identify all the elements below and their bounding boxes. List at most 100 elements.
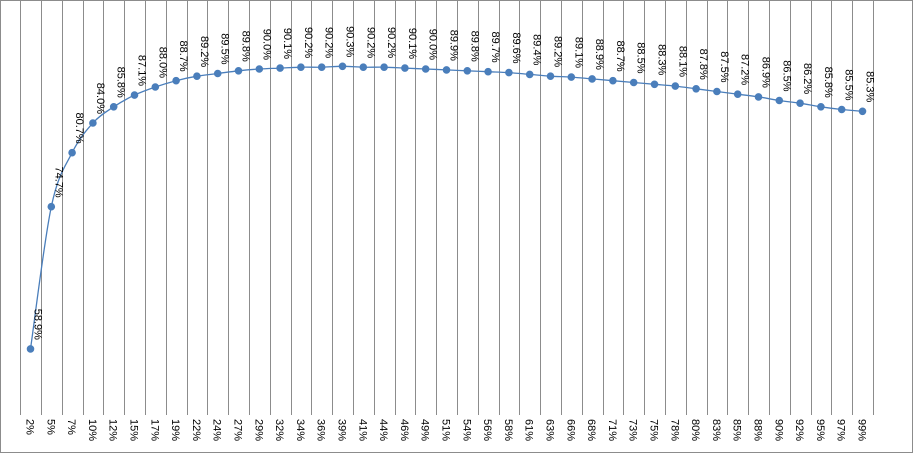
- x-tick-label: 22%: [190, 419, 202, 441]
- x-tick-label: 99%: [856, 419, 868, 441]
- data-point-marker: [338, 62, 347, 71]
- x-tick-label: 10%: [86, 419, 98, 441]
- data-point-marker: [317, 63, 326, 71]
- data-label: 58.9%: [32, 309, 44, 340]
- data-label: 88.7%: [177, 40, 189, 71]
- data-point-marker: [109, 103, 118, 111]
- x-tick-label: 80%: [689, 419, 701, 441]
- data-label: 88.5%: [635, 42, 647, 73]
- x-tick-label: 85%: [731, 419, 743, 441]
- data-label: 89.4%: [531, 34, 543, 65]
- data-label: 89.9%: [448, 30, 460, 61]
- x-tick-label: 51%: [440, 419, 452, 441]
- data-point-marker: [421, 65, 430, 73]
- data-label: 88.0%: [156, 47, 168, 78]
- x-tick-label: 44%: [377, 419, 389, 441]
- data-label: 89.5%: [219, 33, 231, 64]
- data-label: 89.6%: [510, 32, 522, 63]
- x-tick-label: 68%: [585, 419, 597, 441]
- x-tick-label: 39%: [336, 419, 348, 441]
- data-point-marker: [650, 80, 659, 89]
- x-tick-label: 36%: [315, 419, 327, 441]
- x-tick-label: 5%: [44, 419, 56, 435]
- data-point-marker: [754, 93, 763, 101]
- data-label: 85.5%: [843, 69, 855, 100]
- x-tick-label: 58%: [502, 419, 514, 441]
- data-point-marker: [172, 76, 180, 85]
- data-label: 85.8%: [115, 67, 127, 98]
- data-point-marker: [463, 67, 472, 75]
- data-point-marker: [213, 69, 222, 78]
- x-axis-tick-labels: 2% 5% 7% 10% 12% 15% 17% 19% 22% 24% 27% 29% 32% 34% 3…: [24, 419, 868, 441]
- data-point-marker: [484, 67, 492, 76]
- data-point-marker: [359, 63, 368, 71]
- data-label: 88.3%: [656, 44, 668, 75]
- x-tick-label: 7%: [65, 419, 77, 435]
- x-tick-label: 56%: [481, 419, 493, 441]
- data-point-marker: [817, 103, 825, 111]
- data-label: 90.2%: [385, 27, 397, 58]
- data-point-marker: [276, 64, 284, 72]
- data-point-marker: [546, 72, 555, 80]
- data-label: 86.9%: [760, 57, 772, 88]
- data-point-marker: [837, 105, 846, 114]
- data-point-marker: [297, 63, 305, 71]
- x-tick-label: 12%: [107, 419, 119, 441]
- data-label: 89.8%: [468, 31, 480, 62]
- data-point-marker: [525, 70, 534, 79]
- x-tick-label: 78%: [668, 419, 680, 441]
- data-label: 89.7%: [489, 31, 501, 62]
- data-point-marker: [442, 66, 451, 74]
- x-tick-label: 95%: [814, 419, 826, 441]
- data-point-marker: [380, 63, 388, 71]
- data-label: 80.7%: [73, 112, 85, 143]
- data-label: 87.5%: [718, 51, 730, 82]
- data-label: 85.3%: [864, 71, 876, 102]
- x-tick-label: 34%: [294, 419, 306, 441]
- data-label: 85.8%: [822, 67, 834, 98]
- data-label: 88.1%: [676, 46, 688, 77]
- data-point-marker: [89, 119, 97, 127]
- data-label: 87.2%: [739, 54, 751, 85]
- x-tick-label: 73%: [627, 419, 639, 441]
- x-tick-label: 2%: [24, 419, 36, 435]
- data-label: 88.7%: [614, 40, 626, 71]
- data-point-marker: [692, 85, 700, 93]
- data-point-marker: [588, 75, 596, 83]
- x-tick-label: 41%: [356, 419, 368, 441]
- data-point-marker: [775, 96, 784, 105]
- data-point-marker: [671, 82, 680, 90]
- data-point-marker: [151, 83, 160, 91]
- data-label: 90.2%: [302, 27, 314, 58]
- data-label: 87.8%: [697, 49, 709, 80]
- x-tick-label: 27%: [232, 419, 244, 441]
- x-tick-label: 49%: [419, 419, 431, 441]
- x-tick-label: 29%: [252, 419, 264, 441]
- x-tick-label: 15%: [128, 419, 140, 441]
- data-label: 89.8%: [240, 31, 252, 62]
- data-labels: 58.9% 74.7% 80.7% 84.0% 85.8% 87.1% 88.0% 88.7%…: [32, 26, 876, 340]
- x-tick-label: 92%: [793, 419, 805, 441]
- data-point-marker: [609, 76, 617, 85]
- data-point-marker: [629, 78, 638, 87]
- data-point-marker: [130, 91, 139, 99]
- series-line: [29, 65, 863, 349]
- data-point-marker: [733, 90, 742, 98]
- data-point-marker: [47, 202, 56, 211]
- data-label: 90.2%: [364, 27, 376, 58]
- data-label: 86.2%: [801, 63, 813, 94]
- data-point-marker: [401, 64, 409, 72]
- data-label: 87.1%: [136, 55, 148, 86]
- data-label: 89.2%: [198, 36, 210, 67]
- data-point-marker: [255, 65, 264, 73]
- data-point-marker: [567, 73, 576, 81]
- data-point-marker: [505, 68, 513, 77]
- data-label: 88.9%: [593, 39, 605, 70]
- x-tick-label: 97%: [835, 419, 847, 441]
- data-point-marker: [193, 72, 201, 80]
- x-tick-label: 17%: [148, 419, 160, 441]
- x-tick-label: 88%: [752, 419, 764, 441]
- data-label: 90.3%: [344, 26, 356, 57]
